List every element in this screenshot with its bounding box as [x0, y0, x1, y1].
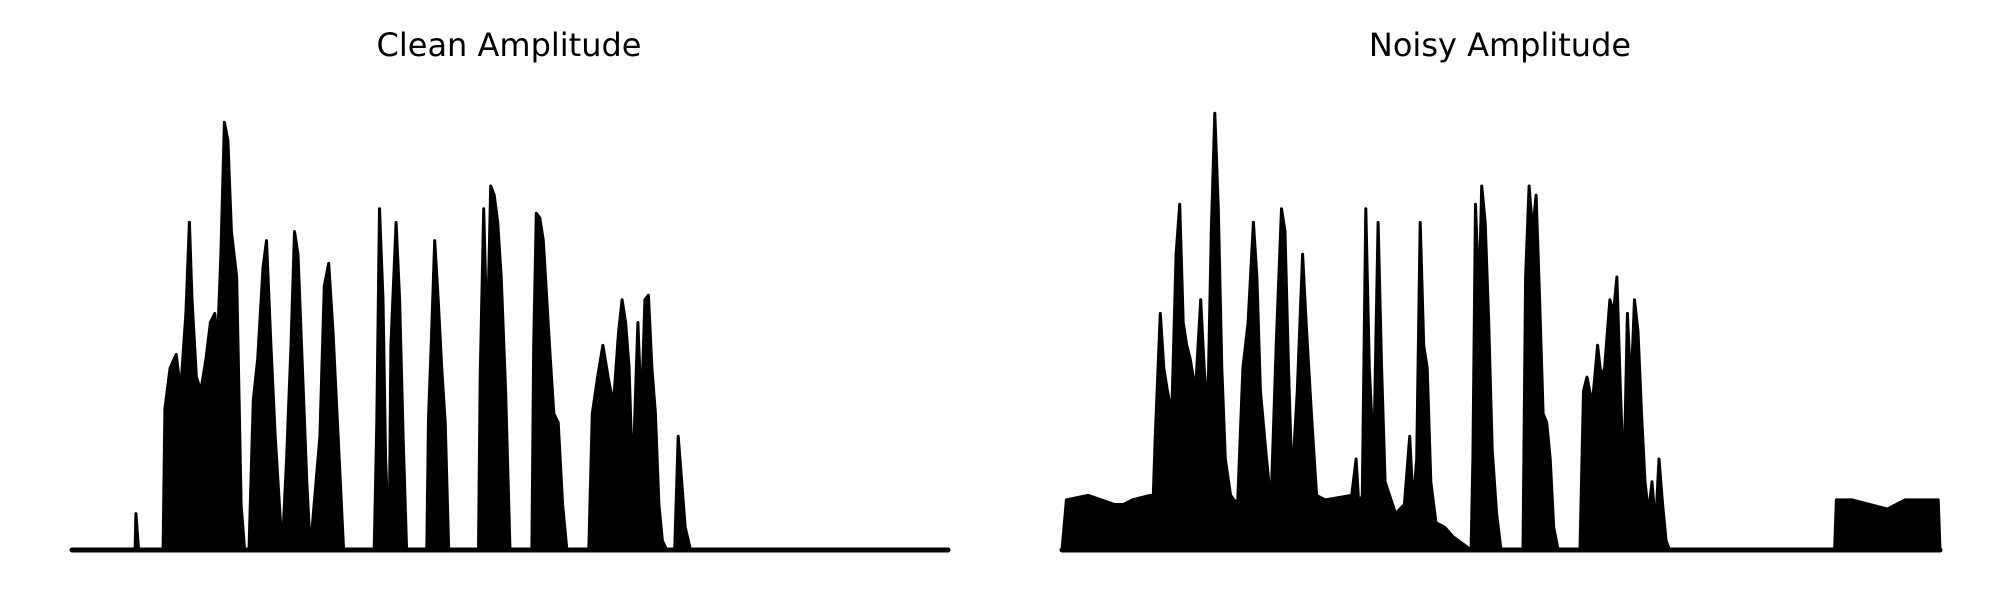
- amplitude-waveform: [70, 120, 950, 552]
- chart-title-clean: Clean Amplitude: [376, 26, 642, 64]
- chart-title-noisy: Noisy Amplitude: [1368, 26, 1632, 64]
- clean-amplitude-plot: [69, 120, 951, 553]
- amplitude-waveform: [1060, 111, 1942, 552]
- noisy-amplitude-plot: [1059, 111, 1943, 553]
